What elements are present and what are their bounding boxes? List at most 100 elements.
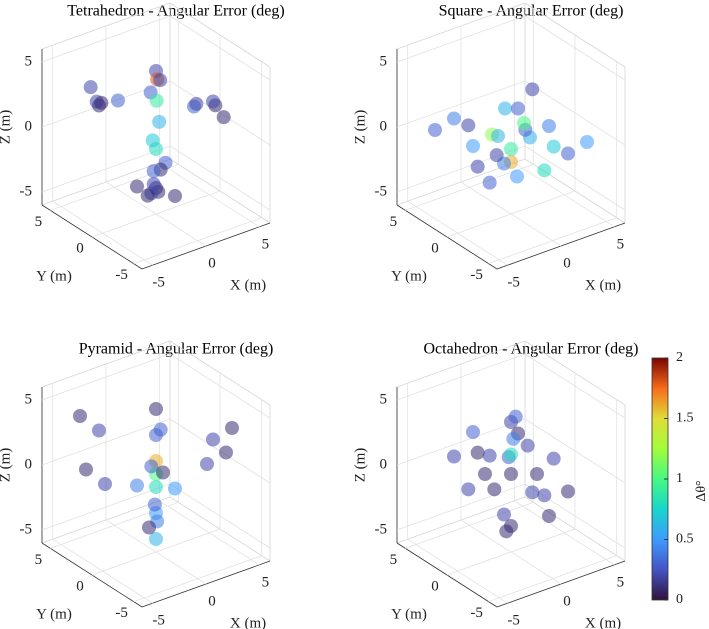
- y-tick-label: 5: [35, 552, 43, 568]
- grid-line: [488, 555, 617, 603]
- y-tick-label: 0: [431, 240, 439, 256]
- z-tick-label: 0: [380, 118, 388, 134]
- colorbar-tick-label: 0: [676, 592, 683, 607]
- colorbar-tick-label: 1.5: [676, 411, 694, 426]
- point: [206, 432, 220, 447]
- point: [525, 82, 540, 97]
- point: [537, 488, 552, 503]
- point: [542, 509, 556, 523]
- chart-title: Octahedron - Angular Error (deg): [423, 341, 638, 358]
- y-tick-label: 0: [76, 578, 84, 594]
- y-tick-label: -5: [115, 605, 128, 621]
- point: [168, 481, 182, 496]
- chart-title: Pyramid - Angular Error (deg): [79, 341, 274, 358]
- point: [504, 447, 518, 462]
- point: [219, 445, 233, 460]
- grid-line: [396, 353, 526, 401]
- point: [206, 94, 220, 109]
- point: [508, 409, 523, 424]
- grid-line: [396, 483, 526, 531]
- colorbar-tick-label: 2: [676, 350, 683, 365]
- z-axis-label: Z (m): [0, 448, 13, 483]
- x-tick-label: 0: [563, 255, 571, 271]
- grid-line: [446, 190, 576, 238]
- point: [200, 457, 214, 471]
- point: [580, 135, 594, 149]
- point: [130, 478, 144, 493]
- point: [497, 507, 511, 522]
- z-tick-label: 5: [380, 391, 388, 407]
- y-axis-label: Y (m): [36, 606, 72, 622]
- point: [142, 520, 156, 535]
- point: [79, 462, 93, 477]
- x-tick-label: 5: [262, 236, 270, 252]
- x-tick-label: -5: [507, 613, 520, 629]
- colorbar-tick-label: 1: [676, 471, 683, 486]
- z-axis-label: Z (m): [352, 110, 368, 145]
- y-axis-label: Y (m): [391, 268, 427, 284]
- z-axis-label: Z (m): [0, 110, 13, 145]
- point: [470, 159, 485, 174]
- y-axis-label: Y (m): [391, 606, 427, 622]
- point: [144, 459, 159, 474]
- x-axis-label: X (m): [230, 615, 266, 629]
- point: [520, 438, 535, 453]
- grid-line: [133, 555, 262, 603]
- z-tick-label: 5: [380, 53, 388, 69]
- point: [489, 148, 504, 163]
- z-axis-label: Z (m): [352, 448, 368, 483]
- grid-line: [396, 80, 526, 128]
- y-tick-label: 0: [431, 578, 439, 594]
- point: [156, 465, 170, 480]
- point: [447, 449, 461, 464]
- grid-line: [41, 145, 171, 193]
- point: [537, 163, 552, 178]
- z-tick-label: -5: [375, 183, 388, 199]
- grid-line: [488, 217, 617, 265]
- colorbar-tick-label: 0.5: [676, 532, 694, 547]
- chart-title: Tetrahedron - Angular Error (deg): [67, 3, 284, 20]
- y-tick-label: -5: [115, 267, 128, 283]
- x-tick-label: -5: [152, 275, 165, 291]
- point: [98, 477, 112, 491]
- point: [153, 422, 168, 437]
- point: [149, 480, 163, 494]
- point: [530, 467, 544, 481]
- point: [510, 169, 524, 184]
- y-tick-label: 5: [390, 552, 398, 568]
- point: [504, 467, 518, 481]
- point: [225, 421, 239, 435]
- grid-line: [524, 15, 626, 81]
- point: [94, 95, 109, 110]
- point: [83, 80, 98, 95]
- grid-line: [169, 353, 271, 419]
- grid-line: [41, 418, 171, 466]
- y-tick-label: 0: [76, 240, 84, 256]
- point: [168, 189, 182, 203]
- colorbar-label: Δθ°: [694, 480, 709, 501]
- grid-line: [169, 483, 271, 549]
- grid-line: [446, 528, 576, 576]
- point: [498, 101, 512, 116]
- point: [73, 409, 87, 423]
- point: [461, 482, 476, 497]
- x-axis-label: X (m): [585, 277, 621, 293]
- point: [511, 101, 525, 116]
- point: [147, 497, 162, 512]
- grid-line: [41, 15, 171, 63]
- grid-line: [396, 418, 526, 466]
- x-tick-label: -5: [507, 275, 520, 291]
- grid-line: [405, 501, 534, 549]
- x-tick-label: 5: [262, 574, 270, 590]
- point: [499, 524, 514, 539]
- grid-line: [91, 190, 221, 238]
- y-tick-label: -5: [470, 605, 483, 621]
- z-tick-label: -5: [375, 521, 388, 537]
- point: [461, 118, 476, 133]
- point: [491, 129, 505, 143]
- point: [546, 139, 561, 154]
- point: [189, 96, 204, 111]
- grid-line: [524, 418, 626, 484]
- grid-line: [396, 145, 526, 193]
- point: [506, 431, 521, 446]
